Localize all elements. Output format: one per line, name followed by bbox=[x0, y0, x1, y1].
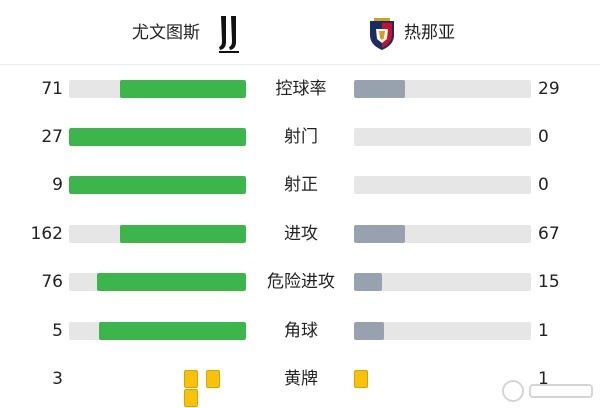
stat-label: 射正 bbox=[284, 175, 318, 195]
home-stat-bar-fill bbox=[99, 322, 246, 340]
home-stat-bar-track bbox=[69, 128, 246, 146]
home-stat-value: 162 bbox=[30, 224, 63, 244]
yellow-cards-label: 黄牌 bbox=[284, 369, 318, 389]
away-stat-bar-fill bbox=[354, 80, 406, 98]
away-stat-value: 0 bbox=[538, 127, 549, 147]
away-stat-value: 0 bbox=[538, 175, 549, 195]
away-stat-bar-fill bbox=[354, 322, 385, 340]
home-yellow-cards-value: 3 bbox=[52, 369, 63, 389]
away-stat-bar-track bbox=[354, 80, 531, 98]
home-team-name: 尤文图斯 bbox=[132, 23, 200, 43]
home-stat-value: 71 bbox=[41, 79, 63, 99]
stat-row: 5 角球 1 bbox=[0, 316, 600, 346]
home-stat-value: 5 bbox=[52, 321, 63, 341]
away-stat-bar-track bbox=[354, 176, 531, 194]
yellow-card-icon bbox=[354, 370, 368, 388]
away-stat-bar-fill bbox=[354, 273, 383, 291]
home-stat-bar-track bbox=[69, 322, 246, 340]
yellow-card-icon bbox=[206, 370, 220, 388]
away-stat-value: 1 bbox=[538, 321, 549, 341]
watermark-logo-icon bbox=[502, 380, 593, 402]
home-stat-bar-track bbox=[69, 80, 246, 98]
home-stat-bar-track bbox=[69, 176, 246, 194]
home-stat-bar-fill bbox=[97, 273, 246, 291]
home-stat-value: 27 bbox=[41, 127, 63, 147]
yellow-card-icon bbox=[184, 370, 198, 388]
home-stat-bar-track bbox=[69, 225, 246, 243]
home-stat-bar-track bbox=[69, 273, 246, 291]
away-stat-value: 15 bbox=[538, 272, 560, 292]
away-stat-bar-track bbox=[354, 273, 531, 291]
stat-label: 控球率 bbox=[275, 79, 327, 99]
home-stat-bar-fill bbox=[69, 128, 246, 146]
away-yellow-cards-value: 1 bbox=[538, 369, 549, 389]
stat-row: 71 控球率 29 bbox=[0, 74, 600, 104]
header-divider bbox=[0, 64, 600, 65]
stat-row: 9 射正 0 bbox=[0, 170, 600, 200]
away-stat-bar-track bbox=[354, 128, 531, 146]
stat-label: 射门 bbox=[284, 127, 318, 147]
stat-label: 角球 bbox=[284, 321, 318, 341]
yellow-card-icon bbox=[184, 389, 198, 407]
away-stat-value: 67 bbox=[538, 224, 560, 244]
away-yellow-cards bbox=[354, 370, 374, 388]
away-stat-bar-track bbox=[354, 322, 531, 340]
away-stat-value: 29 bbox=[538, 79, 560, 99]
away-stat-bar-track bbox=[354, 225, 531, 243]
juventus-logo-icon bbox=[219, 16, 239, 53]
home-stat-value: 9 bbox=[52, 175, 63, 195]
match-header: 尤文图斯 热那亚 bbox=[0, 0, 600, 64]
stat-label: 危险进攻 bbox=[267, 272, 335, 292]
stat-row: 76 危险进攻 15 bbox=[0, 267, 600, 297]
away-stat-bar-fill bbox=[354, 225, 406, 243]
home-stat-bar-fill bbox=[69, 176, 246, 194]
home-stat-bar-fill bbox=[120, 80, 246, 98]
away-team-name: 热那亚 bbox=[404, 23, 455, 43]
home-stat-value: 76 bbox=[41, 272, 63, 292]
home-yellow-cards bbox=[184, 370, 246, 407]
stat-label: 进攻 bbox=[284, 224, 318, 244]
yellow-cards-row: 3 黄牌 1 bbox=[0, 364, 600, 407]
home-stat-bar-fill bbox=[120, 225, 246, 243]
genoa-crest-icon bbox=[370, 18, 394, 50]
stat-row: 162 进攻 67 bbox=[0, 219, 600, 249]
stat-row: 27 射门 0 bbox=[0, 122, 600, 152]
